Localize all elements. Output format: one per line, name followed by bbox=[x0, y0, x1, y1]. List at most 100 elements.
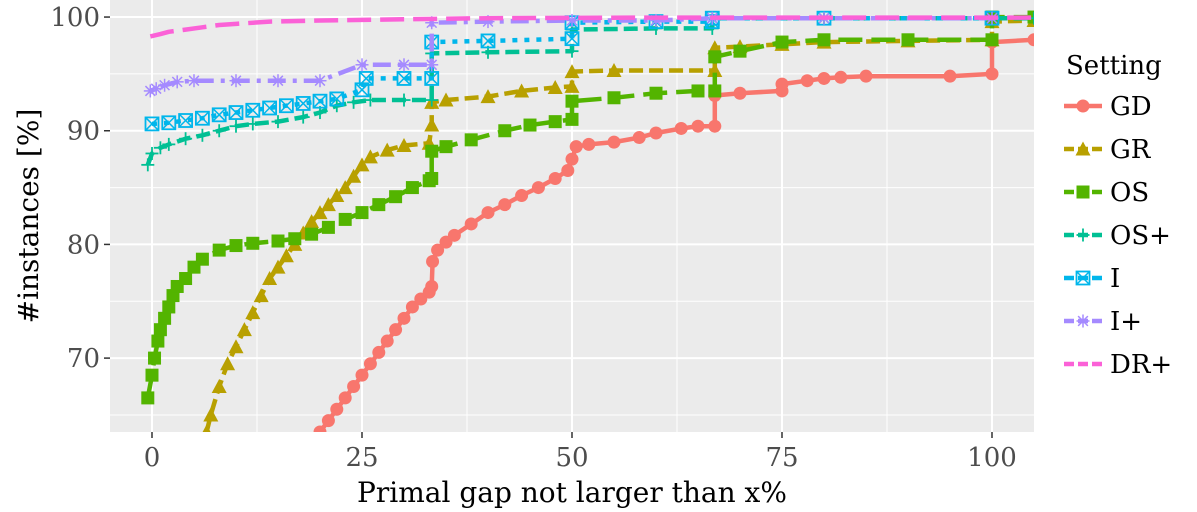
square-marker-shape bbox=[355, 206, 369, 220]
y-axis-label: #instances [%] bbox=[12, 109, 45, 324]
data-point-gd bbox=[397, 311, 411, 325]
star-marker-d2 bbox=[188, 75, 200, 87]
data-point-i-plus bbox=[170, 75, 184, 89]
triangle-marker-shape bbox=[312, 205, 328, 220]
circle-marker-shape bbox=[1076, 99, 1090, 113]
circle-marker-shape bbox=[389, 323, 403, 337]
box-marker-outline bbox=[312, 93, 328, 109]
legend: Setting GD GR OS OS+ I I+ DR+ bbox=[1064, 51, 1172, 380]
triangle-marker-shape bbox=[220, 356, 236, 371]
data-point-i bbox=[211, 107, 227, 123]
data-point-os bbox=[141, 391, 155, 405]
data-point-gr bbox=[202, 424, 211, 432]
data-point-i bbox=[396, 71, 412, 86]
data-point-gr bbox=[270, 259, 286, 274]
data-point-gd bbox=[321, 414, 335, 428]
legend-swatch-marker bbox=[1075, 141, 1091, 156]
square-marker-shape bbox=[649, 86, 663, 100]
x-tick-label: 0 bbox=[144, 443, 161, 473]
data-point-gd bbox=[817, 71, 831, 85]
circle-marker-shape bbox=[321, 414, 335, 428]
legend-item-os-plus: OS+ bbox=[1064, 221, 1171, 251]
box-marker-outline bbox=[262, 100, 278, 116]
triangle-marker-shape bbox=[480, 89, 496, 104]
circle-marker-shape bbox=[372, 345, 386, 359]
data-point-os bbox=[229, 239, 243, 253]
triangle-marker-shape bbox=[245, 305, 261, 320]
data-point-os bbox=[246, 236, 260, 250]
data-point-os-plus bbox=[162, 137, 176, 151]
circle-marker-shape bbox=[1027, 33, 1034, 47]
data-point-os bbox=[338, 212, 352, 226]
circle-marker-shape bbox=[691, 119, 705, 133]
triangle-marker-shape bbox=[707, 62, 723, 77]
data-point-os-plus bbox=[246, 117, 260, 131]
square-marker-shape bbox=[179, 272, 193, 286]
series-dr-plus bbox=[149, 15, 1034, 39]
data-point-gd bbox=[565, 152, 579, 166]
data-point-i bbox=[144, 116, 160, 132]
star-marker-d2 bbox=[144, 85, 156, 97]
x-tick-label: 50 bbox=[555, 443, 588, 473]
data-point-gd bbox=[425, 279, 439, 293]
data-point-gr bbox=[278, 248, 294, 263]
box-marker-diag-b bbox=[396, 71, 412, 86]
data-point-os bbox=[708, 84, 722, 98]
data-point-gd bbox=[481, 206, 495, 220]
data-point-gd bbox=[674, 121, 688, 135]
data-point-gd bbox=[1027, 33, 1034, 47]
circle-marker-shape bbox=[632, 131, 646, 145]
data-point-gr bbox=[253, 288, 269, 303]
legend-label: GR bbox=[1110, 135, 1152, 165]
data-point-gr bbox=[514, 83, 530, 98]
square-marker-shape bbox=[162, 300, 176, 314]
triangle-marker-shape bbox=[228, 339, 244, 354]
data-point-gd bbox=[313, 425, 327, 432]
data-point-gd bbox=[859, 69, 873, 83]
data-point-gd bbox=[775, 77, 789, 91]
data-point-os bbox=[901, 33, 915, 47]
box-marker-outline bbox=[329, 91, 345, 107]
square-marker-shape bbox=[548, 115, 562, 129]
data-point-os bbox=[288, 232, 302, 246]
triangle-marker-shape bbox=[320, 197, 336, 212]
legend-swatch-marker bbox=[1076, 185, 1090, 199]
data-point-os bbox=[464, 133, 478, 147]
box-marker-diag-b bbox=[480, 33, 496, 48]
legend-item-i: I bbox=[1064, 264, 1120, 294]
data-point-os-plus bbox=[271, 115, 285, 129]
triangle-marker-shape bbox=[270, 259, 286, 274]
box-marker-outline bbox=[396, 71, 412, 86]
data-point-gr bbox=[211, 379, 227, 394]
legend-title: Setting bbox=[1066, 51, 1162, 81]
box-marker-diag-b bbox=[564, 31, 580, 46]
data-point-gr bbox=[438, 92, 454, 107]
data-point-os-plus bbox=[153, 141, 167, 155]
box-marker-outline bbox=[211, 107, 227, 123]
data-point-os-plus bbox=[145, 146, 159, 160]
data-point-gd bbox=[405, 300, 419, 314]
circle-marker-shape bbox=[775, 77, 789, 91]
data-point-os bbox=[405, 181, 419, 195]
circle-marker-shape bbox=[607, 135, 621, 149]
data-point-i bbox=[312, 93, 328, 109]
box-marker-diag-b bbox=[262, 100, 277, 116]
data-point-i bbox=[161, 115, 177, 131]
square-marker-shape bbox=[565, 94, 579, 108]
data-point-i-plus bbox=[355, 58, 369, 72]
data-point-i-plus bbox=[271, 74, 285, 88]
data-point-gd bbox=[561, 164, 575, 178]
data-point-i bbox=[245, 102, 261, 118]
series-layer bbox=[141, 10, 1034, 432]
data-point-i bbox=[329, 91, 345, 107]
triangle-marker-shape bbox=[203, 407, 219, 422]
data-point-os bbox=[195, 252, 209, 266]
square-marker-shape bbox=[389, 190, 403, 204]
square-marker-shape bbox=[1076, 185, 1090, 199]
star-marker-d2 bbox=[426, 59, 438, 71]
data-point-gd bbox=[632, 131, 646, 145]
square-marker-shape bbox=[425, 144, 439, 158]
data-point-os bbox=[162, 300, 176, 314]
data-point-i-plus bbox=[425, 58, 439, 72]
square-marker-shape bbox=[229, 239, 243, 253]
